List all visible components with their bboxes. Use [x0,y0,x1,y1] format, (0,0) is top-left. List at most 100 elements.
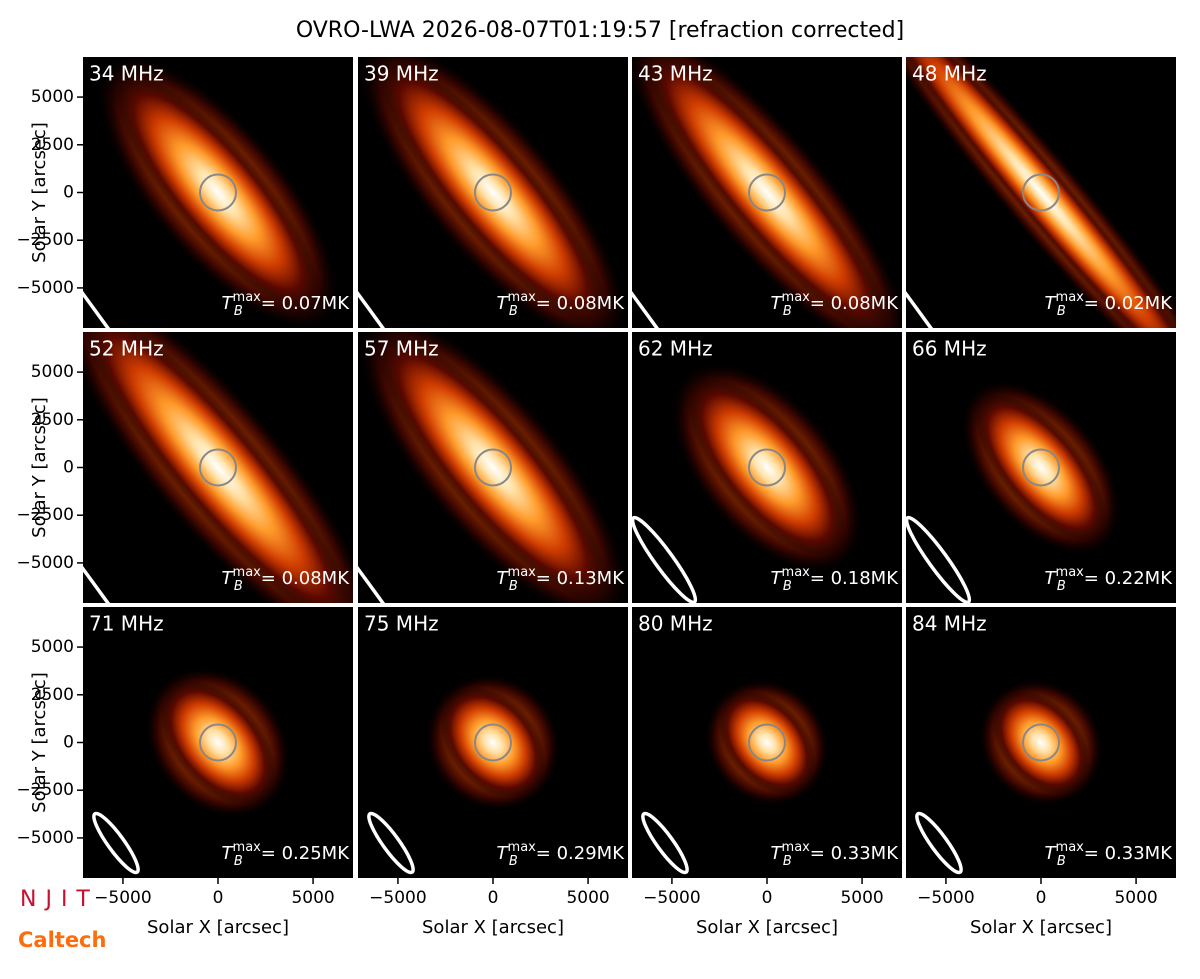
x-tick-label: −5000 [369,888,427,908]
panel [632,57,902,328]
tb-part: max [782,565,811,580]
tb-part: = 0.33MK [810,843,899,864]
tb-part: B [783,304,792,319]
tb-part: B [1057,854,1066,869]
x-axis-label: Solar X [arcsec] [147,917,289,938]
beam [367,811,415,875]
tb-part: B [783,854,792,869]
tb-part: max [1056,565,1085,580]
x-tick-label: 0 [213,888,224,908]
tb-part: B [234,854,243,869]
tb-part: = 0.33MK [1084,843,1173,864]
y-tick-label: 5000 [31,87,74,107]
tb-max-label: Tmax B = 0.25MK [222,840,351,869]
x-axis-label: Solar X [arcsec] [696,917,838,938]
beam [632,141,782,328]
x-tick-label: 5000 [291,888,334,908]
panel [83,57,353,328]
tb-part: T [1045,568,1058,589]
frequency-label: 66 MHz [912,337,987,361]
panel [906,332,1176,603]
y-tick-label: −5000 [16,278,74,298]
solar-disk [748,173,786,212]
y-tick-label: 2500 [31,135,74,155]
tb-part: max [782,840,811,855]
y-tick-label: 0 [63,183,74,203]
tb-part: T [497,843,510,864]
logo-caltech: Caltech [18,928,106,952]
panel [906,57,1176,328]
tb-part: T [1045,843,1058,864]
y-axis-label: Solar Y [arcsec] [29,122,50,263]
x-tick-label: −5000 [643,888,701,908]
solar-disk [474,448,512,487]
emission [378,333,608,602]
tb-part: = 0.25MK [261,843,350,864]
x-tick-label: 0 [488,888,499,908]
beam [358,416,508,603]
y-tick-label: 5000 [31,637,74,657]
tb-max-label: Tmax B = 0.08MK [771,290,900,319]
emission [687,378,847,557]
tb-part: = 0.08MK [536,293,625,314]
tb-part: B [234,579,243,594]
emission [440,687,546,798]
panel [906,607,1176,878]
y-tick-label: −5000 [16,553,74,573]
tb-part: T [497,293,510,314]
y-tick-label: 2500 [31,410,74,430]
y-tick-label: 5000 [31,362,74,382]
emission [992,691,1090,794]
frequency-label: 43 MHz [638,62,713,86]
emission [975,393,1107,542]
beam [641,811,689,875]
tb-part: max [782,290,811,305]
frequency-label: 39 MHz [364,62,439,86]
x-tick-label: 5000 [840,888,883,908]
emission [718,691,816,794]
tb-max-label: Tmax B = 0.07MK [222,290,351,319]
x-tick-label: 5000 [566,888,609,908]
y-tick-label: 0 [63,458,74,478]
beam [83,416,233,603]
x-tick-label: 0 [1036,888,1047,908]
frequency-label: 57 MHz [364,337,439,361]
frequency-label: 62 MHz [638,337,713,361]
panel [632,332,902,603]
y-tick-label: −2500 [16,230,74,250]
tb-part: = 0.18MK [810,568,899,589]
frequency-label: 34 MHz [89,62,164,86]
beam [83,141,233,328]
tb-part: B [1057,304,1066,319]
tb-max-label: Tmax B = 0.33MK [1045,840,1174,869]
tb-part: T [222,843,235,864]
tb-part: = 0.29MK [536,843,625,864]
x-tick-label: 5000 [1114,888,1157,908]
y-tick-label: 0 [63,733,74,753]
tb-part: B [783,579,792,594]
tb-part: B [1057,579,1066,594]
panel [358,332,628,603]
tb-part: = 0.08MK [810,293,899,314]
frequency-label: 84 MHz [912,612,987,636]
solar-disk [474,723,512,762]
beam [906,515,972,603]
x-axis-label: Solar X [arcsec] [422,917,564,938]
tb-max-label: Tmax B = 0.33MK [771,840,900,869]
x-tick-label: −5000 [94,888,152,908]
emission [378,59,608,326]
frequency-label: 80 MHz [638,612,713,636]
tb-part: max [233,290,262,305]
solar-disk [199,448,237,487]
y-axis-label: Solar Y [arcsec] [29,672,50,813]
y-axis-label: Solar Y [arcsec] [29,397,50,538]
frequency-label: 52 MHz [89,337,164,361]
tb-part: max [1056,290,1085,305]
tb-part: max [233,565,262,580]
x-axis-label: Solar X [arcsec] [970,917,1112,938]
emission [906,57,1176,328]
tb-part: = 0.13MK [536,568,625,589]
logo-njit: NJIT [20,887,99,912]
frequency-label: 71 MHz [89,612,164,636]
